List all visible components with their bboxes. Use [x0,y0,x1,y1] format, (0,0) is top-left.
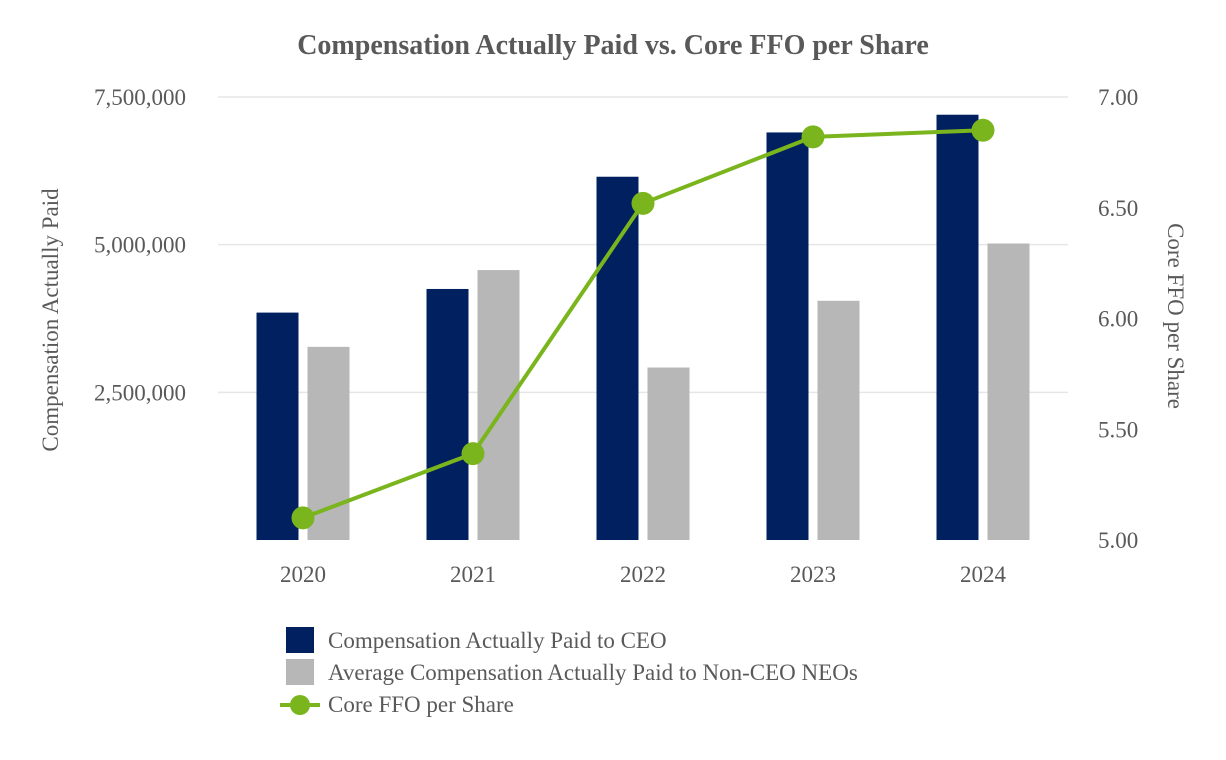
ffo-point [801,125,825,149]
ffo-point [631,191,655,215]
axes: 2,500,000 5,000,000 7,500,000 5.00 5.50 6.00 6… [94,85,1138,587]
x-tick-label: 2020 [280,562,326,587]
bar-neo [987,243,1030,540]
y-tick-label: 7,500,000 [94,85,186,110]
legend-label-neo: Average Compensation Actually Paid to No… [328,660,858,685]
legend-label-ceo: Compensation Actually Paid to CEO [328,628,667,653]
ffo-point [461,442,485,466]
bar-ceo [936,114,979,540]
line-series [291,118,995,530]
legend-swatch-ceo [286,627,314,653]
bar-ceo [766,132,809,540]
legend-label-ffo: Core FFO per Share [328,692,514,717]
x-tick-label: 2024 [960,562,1007,587]
bar-ceo [596,176,639,541]
x-tick-label: 2021 [450,562,496,587]
y2-tick-label: 5.50 [1098,417,1138,442]
ffo-line [302,128,984,520]
y2-axis-label: Core FFO per Share [1163,223,1188,409]
x-tick-label: 2023 [790,562,836,587]
bar-neo [307,346,350,540]
bar-ceo [426,288,469,540]
ffo-point [971,118,995,142]
legend: Compensation Actually Paid to CEO Averag… [280,627,858,717]
bars [256,114,1030,541]
legend-marker-ffo [290,695,310,715]
y-tick-label: 2,500,000 [94,380,186,405]
gridlines [218,96,1068,394]
bar-neo [647,367,690,540]
bar-neo [477,270,520,540]
x-tick-label: 2022 [620,562,666,587]
bar-neo [817,300,860,540]
y-tick-label: 5,000,000 [94,233,186,258]
y2-tick-label: 5.00 [1098,528,1138,553]
y2-tick-label: 7.00 [1098,85,1138,110]
legend-swatch-neo [286,659,314,685]
y2-tick-label: 6.50 [1098,196,1138,221]
y-axis-label: Compensation Actually Paid [38,188,63,452]
ffo-point [291,506,315,530]
bar-ceo [256,312,299,540]
chart-title: Compensation Actually Paid vs. Core FFO … [297,30,929,61]
y2-tick-label: 6.00 [1098,307,1138,332]
